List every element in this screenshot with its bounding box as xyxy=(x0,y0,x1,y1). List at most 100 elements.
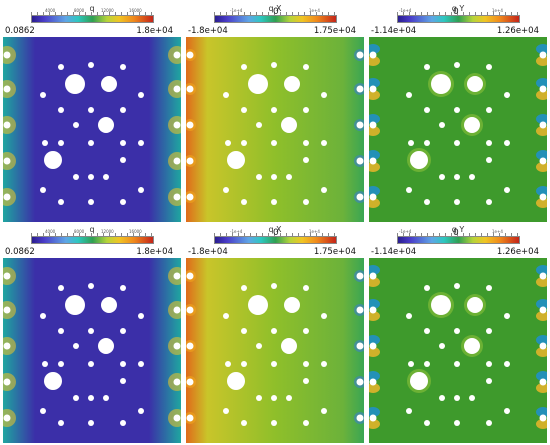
field-plot xyxy=(186,37,364,222)
interior-hole xyxy=(504,313,510,319)
edge-hole xyxy=(186,378,194,386)
interior-hole xyxy=(120,107,126,113)
interior-hole xyxy=(454,283,460,289)
interior-hole xyxy=(303,328,309,334)
interior-hole xyxy=(73,174,79,180)
interior-hole xyxy=(120,420,126,426)
edge-hole xyxy=(369,121,377,129)
interior-hole xyxy=(467,297,483,313)
interior-hole xyxy=(88,395,94,401)
interior-hole xyxy=(410,151,428,169)
interior-hole xyxy=(406,408,412,414)
interior-hole xyxy=(256,343,262,349)
interior-hole xyxy=(120,199,126,205)
interior-hole xyxy=(504,92,510,98)
edge-hole xyxy=(173,378,181,386)
interior-hole xyxy=(303,420,309,426)
interior-hole xyxy=(120,361,126,367)
colorbar-max: 1.26e+04 xyxy=(496,26,539,36)
edge-hole xyxy=(173,342,181,350)
edge-hole xyxy=(356,157,364,165)
edge-hole xyxy=(3,414,11,422)
colorbar-tick-label: -1e+4 xyxy=(399,8,412,13)
interior-hole xyxy=(223,187,229,193)
interior-hole xyxy=(120,378,126,384)
colorbar-min: -1.8e+04 xyxy=(188,26,228,36)
edge-hole xyxy=(186,342,194,350)
edge-hole xyxy=(356,85,364,93)
edge-hole xyxy=(539,157,547,165)
interior-hole xyxy=(469,174,475,180)
colorbar xyxy=(31,236,154,244)
edge-hole xyxy=(369,306,377,314)
colorbar-tick-label: 12000 xyxy=(101,8,114,13)
field-plot xyxy=(186,258,364,443)
interior-hole xyxy=(431,295,451,315)
edge-hole xyxy=(3,342,11,350)
interior-hole xyxy=(486,64,492,70)
interior-hole xyxy=(406,187,412,193)
interior-hole xyxy=(73,395,79,401)
interior-hole xyxy=(281,117,297,133)
interior-hole xyxy=(225,361,231,367)
edge-hole xyxy=(356,378,364,386)
interior-hole xyxy=(88,328,94,334)
colorbar-max: 1.75e+04 xyxy=(313,247,356,257)
interior-hole xyxy=(241,285,247,291)
edge-hole xyxy=(3,121,11,129)
edge-hole xyxy=(356,306,364,314)
interior-hole xyxy=(303,378,309,384)
interior-hole xyxy=(424,199,430,205)
interior-hole xyxy=(303,361,309,367)
edge-hole xyxy=(356,272,364,280)
edge-hole xyxy=(356,342,364,350)
colorbar-title: q xyxy=(89,4,95,13)
interior-hole xyxy=(424,328,430,334)
interior-hole xyxy=(486,199,492,205)
interior-hole xyxy=(65,295,85,315)
edge-hole xyxy=(539,85,547,93)
edge-hole xyxy=(186,414,194,422)
colorbar-tick-label: 16000 xyxy=(129,229,142,234)
colorbar-min: -1.14e+04 xyxy=(371,247,417,257)
interior-hole xyxy=(439,343,445,349)
colorbar-tick-label: 4000 xyxy=(45,229,56,234)
interior-hole xyxy=(408,361,414,367)
field-background xyxy=(3,258,181,443)
interior-hole xyxy=(256,174,262,180)
interior-hole xyxy=(88,199,94,205)
interior-hole xyxy=(454,420,460,426)
field-svg xyxy=(3,258,181,443)
interior-hole xyxy=(40,187,46,193)
edge-hole xyxy=(173,157,181,165)
colorbar-zero-label: 0 xyxy=(273,228,279,238)
field-svg xyxy=(186,37,364,222)
interior-hole xyxy=(303,140,309,146)
interior-hole xyxy=(271,283,277,289)
colorbar-max: 1.8e+04 xyxy=(136,26,173,36)
interior-hole xyxy=(303,199,309,205)
edge-hole xyxy=(186,193,194,201)
interior-hole xyxy=(241,64,247,70)
interior-hole xyxy=(486,107,492,113)
interior-hole xyxy=(469,395,475,401)
edge-hole xyxy=(173,193,181,201)
interior-hole xyxy=(138,408,144,414)
edge-hole xyxy=(3,157,11,165)
interior-hole xyxy=(424,285,430,291)
interior-hole xyxy=(504,187,510,193)
field-plot xyxy=(3,258,181,443)
interior-hole xyxy=(486,328,492,334)
interior-hole xyxy=(454,361,460,367)
interior-hole xyxy=(223,313,229,319)
edge-hole xyxy=(356,51,364,59)
field-background xyxy=(369,258,547,443)
interior-hole xyxy=(120,64,126,70)
edge-hole xyxy=(369,157,377,165)
interior-hole xyxy=(271,62,277,68)
interior-hole xyxy=(138,92,144,98)
edge-hole xyxy=(173,414,181,422)
interior-hole xyxy=(88,361,94,367)
interior-hole xyxy=(454,395,460,401)
interior-hole xyxy=(58,361,64,367)
